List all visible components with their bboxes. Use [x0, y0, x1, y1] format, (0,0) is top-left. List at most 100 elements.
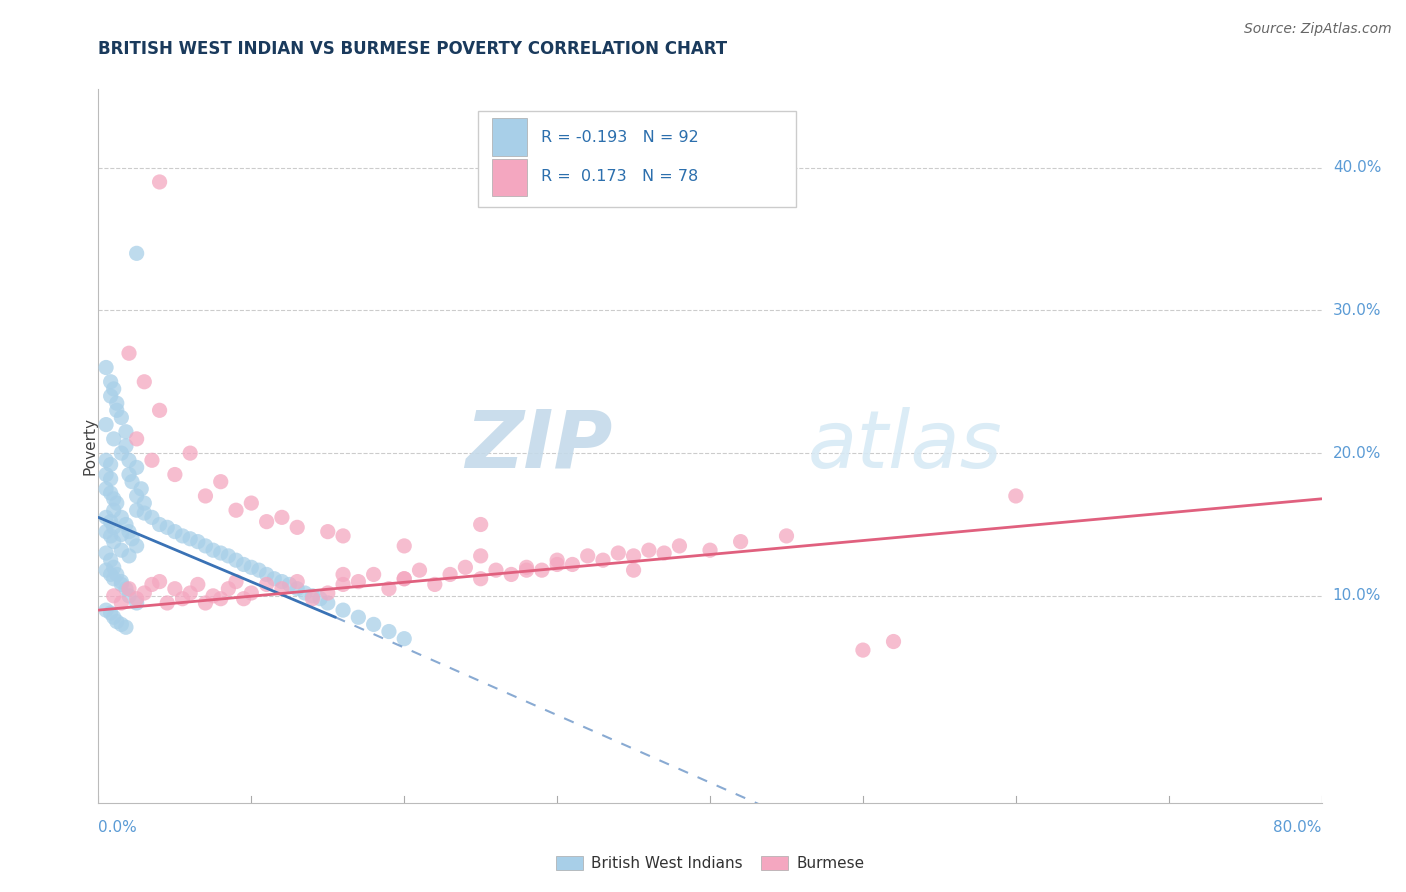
- Point: [194, 539, 217, 553]
- Point: [163, 467, 186, 482]
- Point: [316, 524, 339, 539]
- Point: [225, 574, 247, 589]
- Y-axis label: Poverty: Poverty: [83, 417, 97, 475]
- Point: [530, 563, 553, 577]
- Point: [576, 549, 599, 563]
- Point: [179, 586, 201, 600]
- Point: [118, 549, 141, 563]
- Point: [301, 591, 323, 606]
- Point: [232, 558, 254, 572]
- Point: [179, 446, 201, 460]
- Point: [225, 503, 247, 517]
- Point: [347, 574, 370, 589]
- Point: [775, 529, 797, 543]
- Point: [94, 524, 117, 539]
- Point: [285, 582, 308, 596]
- Point: [156, 520, 179, 534]
- Point: [125, 432, 148, 446]
- Point: [110, 543, 132, 558]
- Text: R =  0.173   N = 78: R = 0.173 N = 78: [541, 169, 699, 185]
- Point: [100, 606, 122, 620]
- Point: [607, 546, 630, 560]
- Point: [110, 574, 132, 589]
- Point: [134, 496, 156, 510]
- Point: [105, 403, 128, 417]
- Point: [240, 560, 263, 574]
- Point: [179, 532, 201, 546]
- Point: [118, 582, 141, 596]
- Point: [118, 589, 141, 603]
- Point: [270, 510, 292, 524]
- Point: [392, 572, 416, 586]
- Point: [100, 375, 122, 389]
- Point: [115, 439, 138, 453]
- Point: [100, 529, 122, 543]
- Bar: [492, 119, 527, 155]
- Point: [110, 510, 132, 524]
- Point: [187, 577, 209, 591]
- Point: [94, 482, 117, 496]
- Point: [125, 591, 148, 606]
- Point: [378, 582, 401, 596]
- Point: [439, 567, 461, 582]
- Point: [94, 360, 117, 375]
- Point: [125, 539, 148, 553]
- Point: [149, 574, 172, 589]
- Point: [194, 489, 217, 503]
- Point: [94, 453, 117, 467]
- Text: 40.0%: 40.0%: [1333, 161, 1381, 175]
- Point: [125, 246, 148, 260]
- Point: [332, 529, 354, 543]
- Point: [134, 375, 156, 389]
- Point: [103, 382, 125, 396]
- Point: [103, 491, 125, 506]
- Point: [278, 577, 301, 591]
- Point: [125, 460, 148, 475]
- Point: [546, 553, 568, 567]
- Point: [378, 624, 401, 639]
- Point: [110, 617, 132, 632]
- Point: [256, 567, 278, 582]
- Point: [623, 549, 645, 563]
- Point: [392, 572, 416, 586]
- Point: [209, 546, 232, 560]
- Point: [392, 632, 416, 646]
- Point: [105, 496, 128, 510]
- Point: [623, 563, 645, 577]
- Bar: [492, 159, 527, 196]
- Point: [501, 567, 523, 582]
- Point: [141, 453, 163, 467]
- Point: [103, 560, 125, 574]
- Text: 10.0%: 10.0%: [1333, 589, 1381, 603]
- Point: [202, 589, 225, 603]
- Point: [115, 582, 138, 596]
- Point: [301, 589, 323, 603]
- Point: [115, 620, 138, 634]
- Point: [172, 529, 194, 543]
- Point: [163, 524, 186, 539]
- Point: [118, 453, 141, 467]
- Point: [699, 543, 721, 558]
- Point: [730, 534, 752, 549]
- FancyBboxPatch shape: [478, 111, 796, 207]
- Point: [115, 517, 138, 532]
- Point: [149, 403, 172, 417]
- Point: [103, 572, 125, 586]
- Point: [561, 558, 583, 572]
- Point: [110, 446, 132, 460]
- Point: [194, 596, 217, 610]
- Point: [285, 574, 308, 589]
- Point: [883, 634, 905, 648]
- Point: [516, 560, 538, 574]
- Point: [592, 553, 614, 567]
- Point: [209, 591, 232, 606]
- Text: BRITISH WEST INDIAN VS BURMESE POVERTY CORRELATION CHART: BRITISH WEST INDIAN VS BURMESE POVERTY C…: [98, 40, 727, 58]
- Point: [470, 549, 492, 563]
- Point: [202, 543, 225, 558]
- Point: [285, 520, 308, 534]
- Point: [121, 475, 143, 489]
- Point: [256, 515, 278, 529]
- Point: [110, 527, 132, 541]
- Point: [408, 563, 430, 577]
- Point: [209, 475, 232, 489]
